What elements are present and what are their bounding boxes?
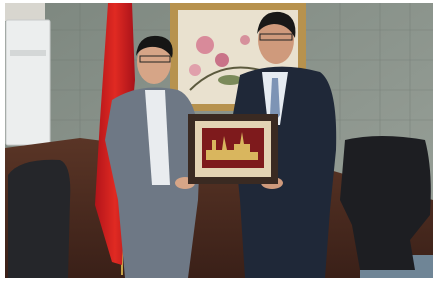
plaque-panel — [202, 128, 264, 168]
window — [5, 3, 45, 21]
ac-panel — [10, 50, 46, 56]
air-conditioner — [6, 20, 50, 145]
photo — [0, 0, 436, 281]
page — [0, 0, 436, 281]
chair-left — [8, 160, 70, 278]
